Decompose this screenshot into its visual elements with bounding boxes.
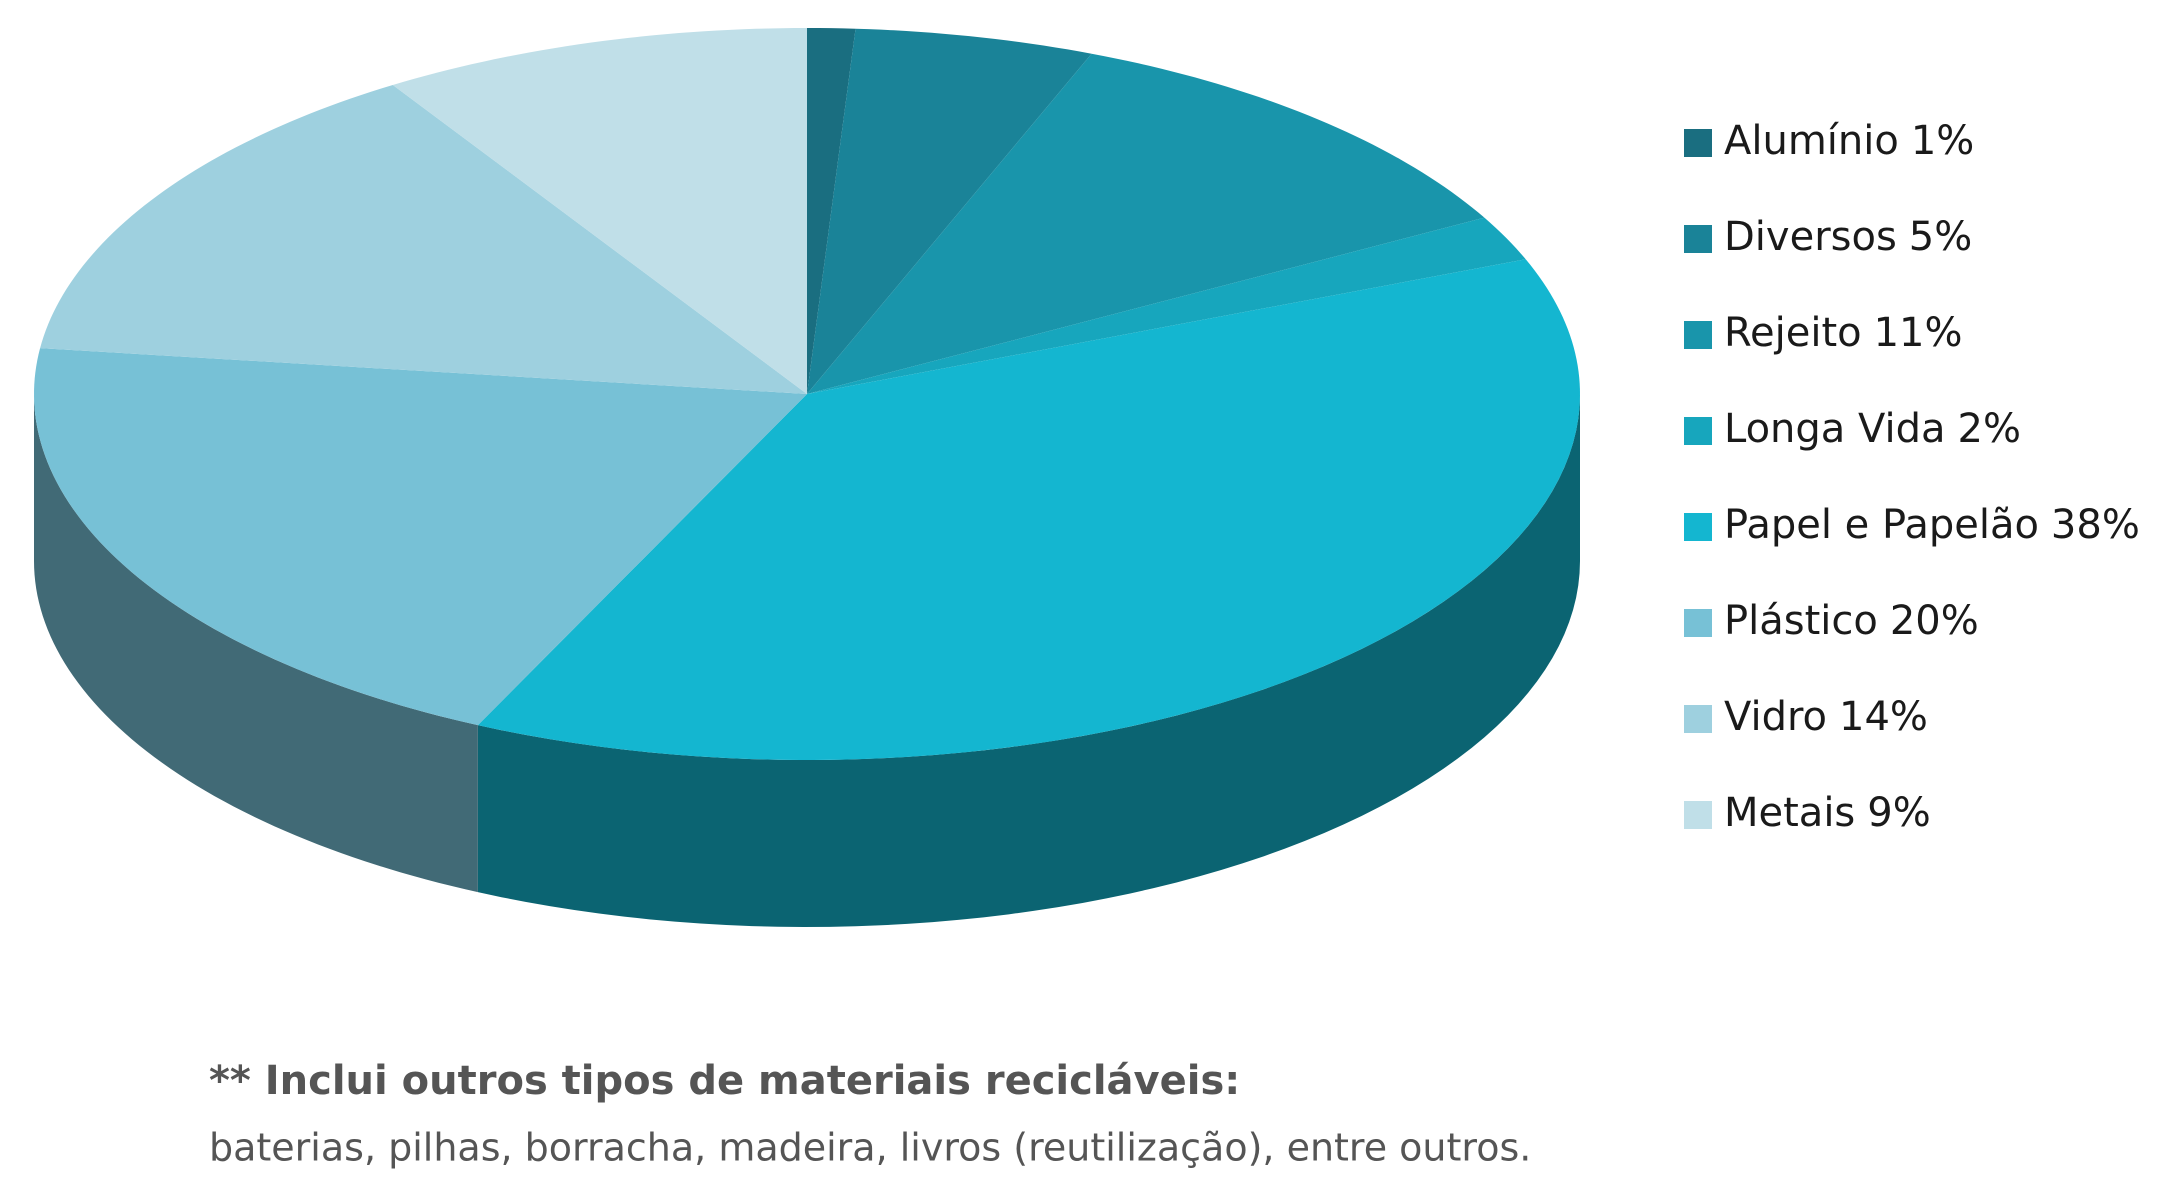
legend-category: Rejeito (1724, 310, 1862, 356)
legend-label: Plástico 20% (1724, 598, 1979, 644)
slice (34, 348, 807, 726)
slice (807, 28, 856, 394)
footnote-text: baterias, pilhas, borracha, madeira, liv… (209, 1126, 1531, 1170)
legend-label: Alumínio 1% (1724, 118, 1974, 164)
legend-value: 20% (1890, 598, 1979, 644)
slice-side (34, 394, 478, 893)
legend-category: Papel e Papelão (1724, 502, 2039, 548)
legend-swatch (1684, 321, 1712, 349)
slice (807, 53, 1485, 394)
legend-value: 9% (1867, 790, 1930, 836)
legend-category: Metais (1724, 790, 1855, 836)
legend-swatch (1684, 225, 1712, 253)
legend-value: 1% (1911, 118, 1974, 164)
legend-value: 38% (2051, 502, 2140, 548)
legend-label: Rejeito 11% (1724, 310, 1963, 356)
legend-swatch (1684, 513, 1712, 541)
slice (40, 84, 807, 394)
legend-swatch (1684, 705, 1712, 733)
legend-category: Longa Vida (1724, 406, 1946, 452)
legend-value: 2% (1958, 406, 2021, 452)
legend-category: Vidro (1724, 694, 1827, 740)
legend-category: Plástico (1724, 598, 1878, 644)
slice (392, 28, 807, 394)
legend-category: Alumínio (1724, 118, 1899, 164)
legend-swatch (1684, 417, 1712, 445)
legend-label: Vidro 14% (1724, 694, 1928, 740)
legend-value: 14% (1839, 694, 1928, 740)
legend-swatch (1684, 129, 1712, 157)
slice (807, 217, 1526, 394)
legend-label: Diversos 5% (1724, 214, 1972, 260)
legend-category: Diversos (1724, 214, 1897, 260)
legend-label: Metais 9% (1724, 790, 1931, 836)
slice (807, 28, 1092, 394)
legend-swatch (1684, 801, 1712, 829)
slice (477, 259, 1580, 760)
footnote-title: ** Inclui outros tipos de materiais reci… (209, 1058, 1240, 1104)
legend-swatch (1684, 609, 1712, 637)
legend-value: 5% (1909, 214, 1972, 260)
slice-side (477, 394, 1581, 927)
legend-label: Longa Vida 2% (1724, 406, 2021, 452)
legend-label: Papel e Papelão 38% (1724, 502, 2140, 548)
legend-value: 11% (1874, 310, 1963, 356)
